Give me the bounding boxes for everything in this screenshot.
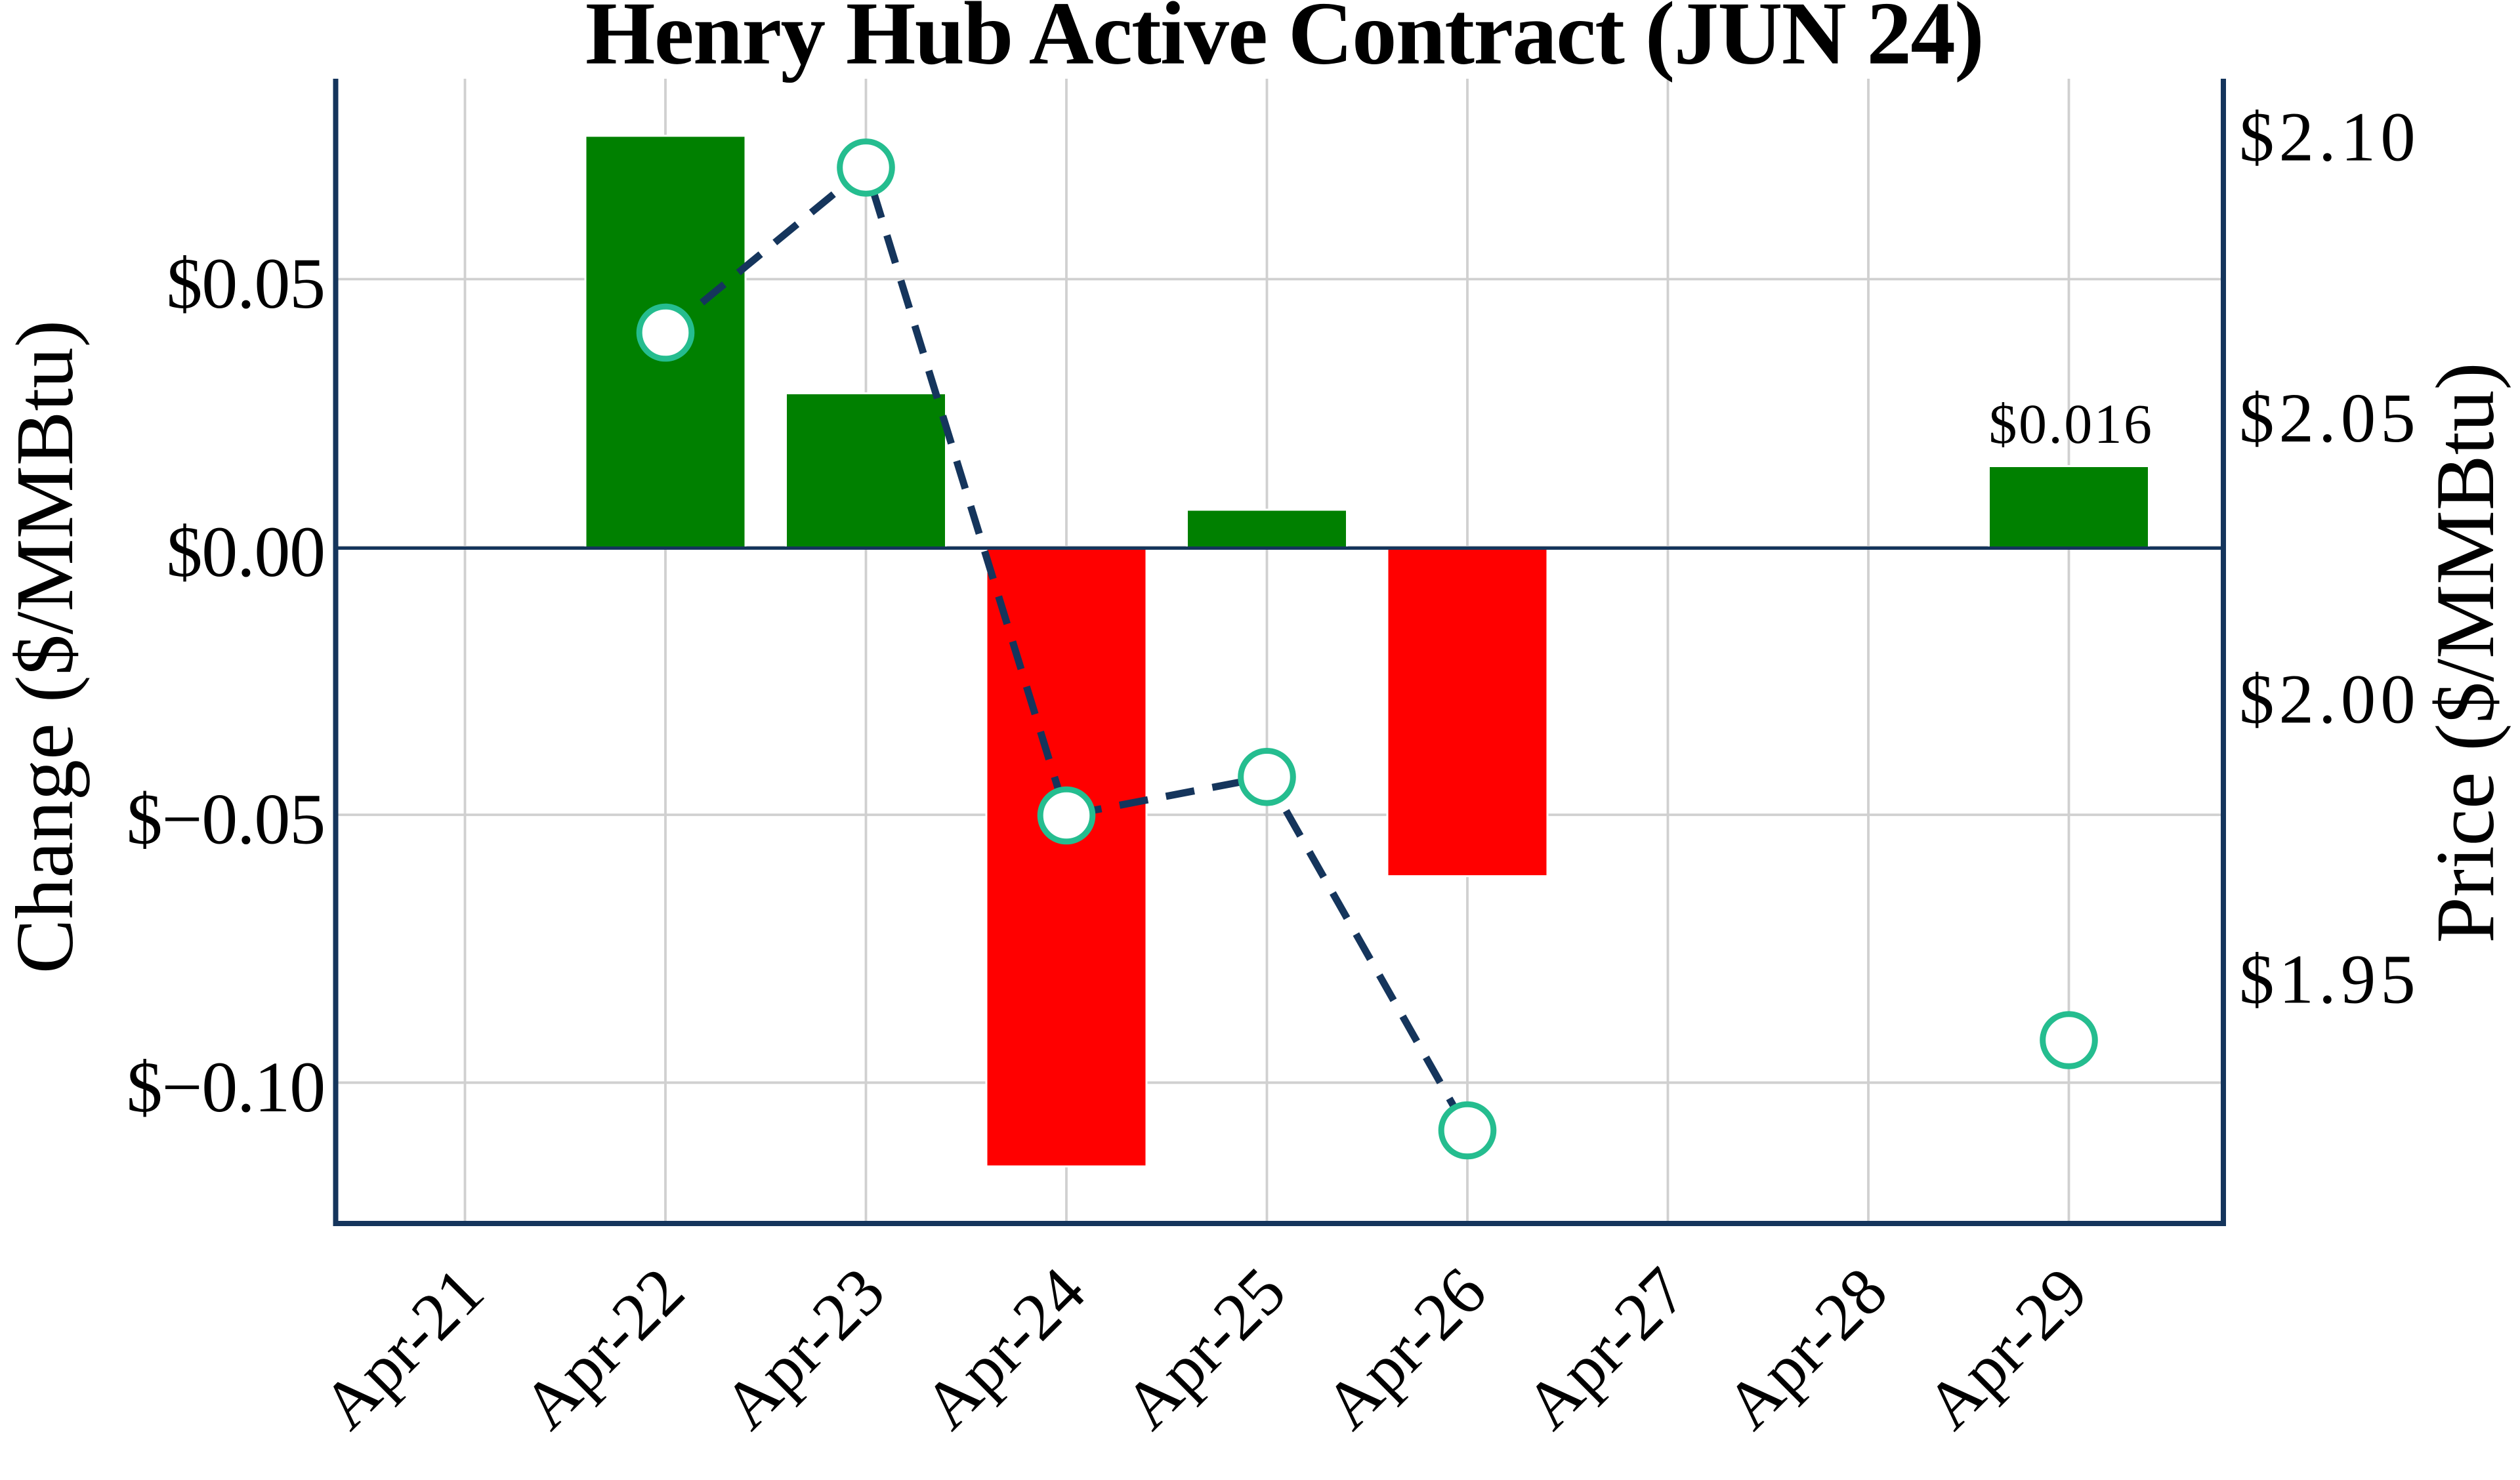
- svg-text:$−0.10: $−0.10: [127, 1047, 325, 1127]
- svg-text:$2.00: $2.00: [2239, 661, 2420, 738]
- svg-text:$0.05: $0.05: [166, 243, 325, 323]
- svg-text:$0.00: $0.00: [166, 512, 325, 592]
- svg-text:$0.016: $0.016: [1989, 392, 2154, 455]
- svg-text:$1.95: $1.95: [2239, 941, 2420, 1019]
- svg-text:Henry Hub Active Contract (JUN: Henry Hub Active Contract (JUN 24): [585, 0, 1983, 83]
- svg-text:$−0.05: $−0.05: [127, 779, 325, 859]
- svg-text:$2.05: $2.05: [2239, 380, 2420, 457]
- svg-text:Change ($/MMBtu): Change ($/MMBtu): [0, 320, 91, 974]
- svg-text:Price ($/MMBtu): Price ($/MMBtu): [2420, 362, 2511, 943]
- svg-text:$2.10: $2.10: [2239, 99, 2420, 176]
